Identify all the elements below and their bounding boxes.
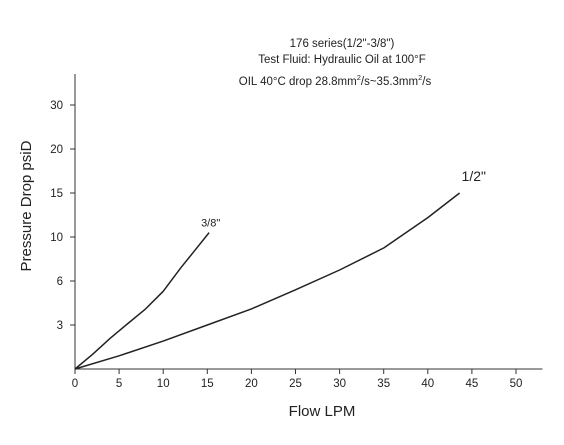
x-tick-label-15: 15: [201, 378, 214, 390]
series-label-1: 1/2": [462, 168, 486, 184]
series-line-1: [74, 192, 461, 370]
chart-title-line-1: 176 series(1/2"-3/8"): [290, 38, 395, 50]
tick-marks-and-labels: 0 5 10 15 20 25 30 35 40 45 50 3 6 10 15 20 30: [50, 100, 522, 390]
y-tick-label-6: 6: [57, 276, 63, 288]
x-tick-label-25: 25: [289, 378, 302, 390]
x-tick-label-0: 0: [72, 378, 78, 390]
axes: [74, 74, 543, 370]
x-tick-label-45: 45: [466, 378, 479, 390]
x-axis-label: Flow LPM: [289, 403, 356, 420]
y-tick-label-15: 15: [50, 188, 63, 200]
chart-title-line-2: Test Fluid: Hydraulic Oil at 100°F: [258, 54, 426, 66]
x-tick-label-20: 20: [245, 378, 258, 390]
chart-subtitle: OIL 40°C drop 28.8mm2/s~35.3mm2/s: [239, 73, 432, 88]
series-line-0: [74, 232, 210, 370]
x-tick-label-40: 40: [421, 378, 434, 390]
y-axis-label: Pressure Drop psiD: [18, 140, 35, 271]
x-tick-label-35: 35: [377, 378, 390, 390]
series-lines: 3/8" 1/2": [74, 168, 486, 370]
x-tick-label-5: 5: [116, 378, 122, 390]
y-tick-label-10: 10: [50, 232, 63, 244]
y-tick-label-20: 20: [50, 144, 63, 156]
series-label-0: 3/8": [201, 218, 220, 230]
y-tick-label-30: 30: [50, 100, 63, 112]
y-tick-label-3: 3: [57, 320, 63, 332]
x-tick-label-10: 10: [157, 378, 170, 390]
x-tick-label-50: 50: [510, 378, 523, 390]
x-tick-label-30: 30: [333, 378, 346, 390]
